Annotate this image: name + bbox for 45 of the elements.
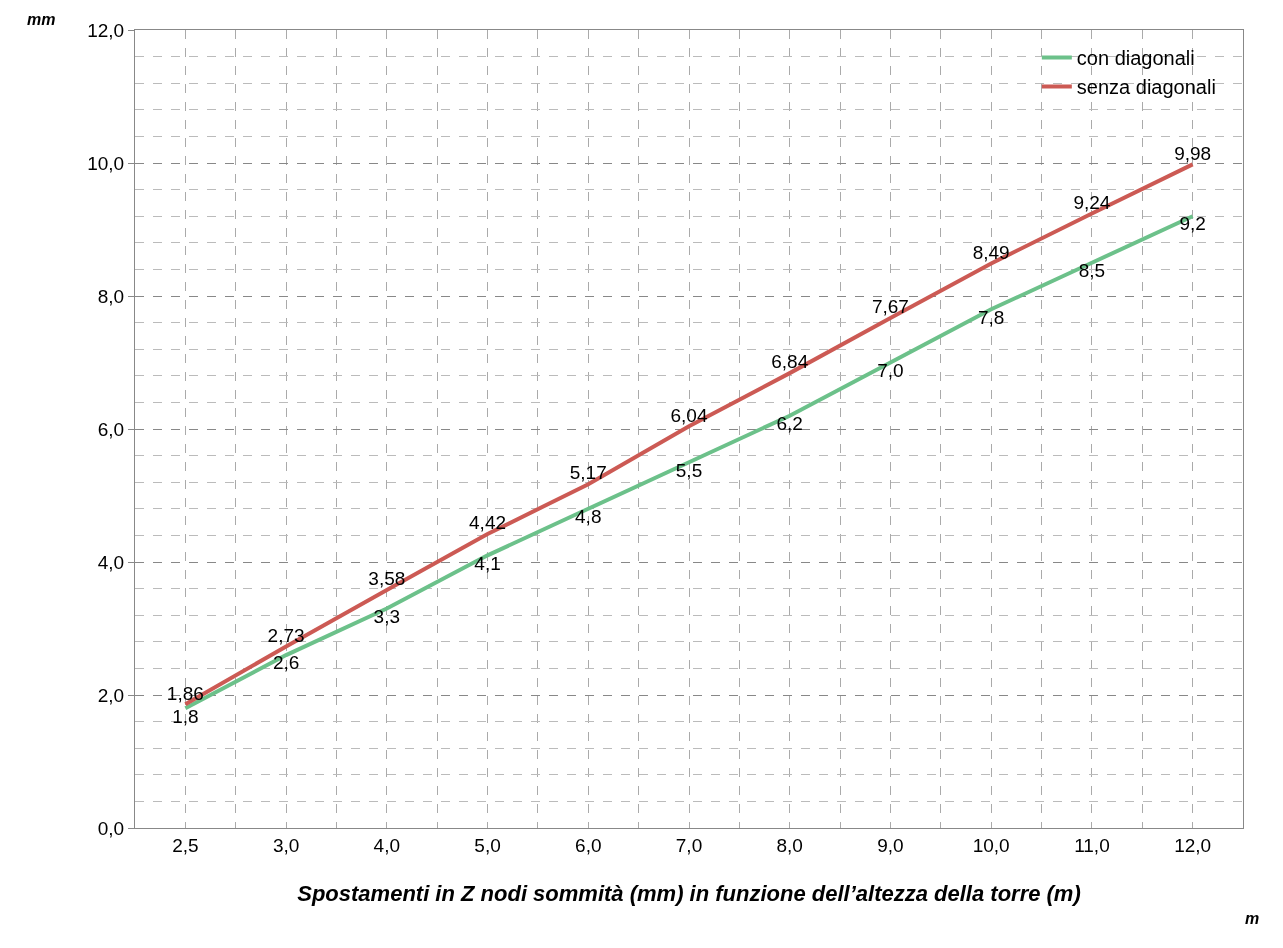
x-tick-label: 5,0 [474, 834, 501, 856]
data-label: 2,6 [272, 652, 300, 674]
data-label: 1,86 [166, 682, 204, 704]
y-tick-label: 4,0 [97, 551, 125, 573]
x-tick-label: 11,0 [1074, 834, 1110, 856]
y-tick-label: 12,0 [87, 19, 125, 41]
x-tick-label: 2,5 [172, 834, 199, 856]
x-tick-label: 6,0 [575, 834, 602, 856]
legend-label: senza diagonali [1076, 76, 1216, 99]
y-tick-label: 6,0 [97, 418, 125, 440]
data-label: 4,42 [469, 512, 507, 534]
text: m [1245, 910, 1260, 927]
data-label: 7,67 [871, 296, 909, 318]
data-label: 4,8 [575, 506, 602, 528]
data-label: 6,84 [771, 351, 809, 373]
x-tick-label: 3,0 [272, 834, 300, 856]
data-label: 3,58 [368, 568, 406, 590]
data-label: 2,73 [267, 624, 305, 646]
data-label: 9,2 [1179, 213, 1206, 235]
data-label: 4,1 [474, 552, 501, 574]
y-axis-title: mm [27, 11, 56, 28]
y-tick-label: 2,0 [97, 684, 125, 706]
x-axis-title: Spostamenti in Z nodi sommità (mm) in funzione dell’altezza della torre (m) [297, 880, 1081, 906]
y-tick-label: 10,0 [87, 152, 125, 174]
data-label: 3,3 [373, 605, 401, 627]
data-label: 6,2 [776, 412, 803, 434]
x-tick-label: 10,0 [972, 834, 1010, 856]
data-label: 5,5 [675, 459, 703, 481]
data-label: 5,17 [569, 462, 607, 484]
legend-label: con diagonali [1076, 47, 1195, 70]
data-label: 9,98 [1174, 142, 1212, 164]
data-label: 8,49 [972, 241, 1010, 263]
x-tick-label: 12,0 [1174, 834, 1212, 856]
data-label: 7,0 [877, 359, 904, 381]
data-label: 9,24 [1073, 191, 1111, 213]
data-label: 7,8 [977, 306, 1005, 328]
data-label: 1,8 [172, 705, 199, 727]
x-tick-label: 4,0 [373, 834, 401, 856]
data-label: 8,5 [1078, 260, 1106, 281]
x-tick-label: 8,0 [776, 834, 803, 856]
y-tick-label: 8,0 [97, 285, 125, 307]
x-tick-label: 7,0 [675, 834, 703, 856]
y-tick-label: 0,0 [97, 817, 125, 839]
data-label: 6,04 [670, 404, 708, 426]
x-tick-label: 9,0 [877, 834, 904, 856]
